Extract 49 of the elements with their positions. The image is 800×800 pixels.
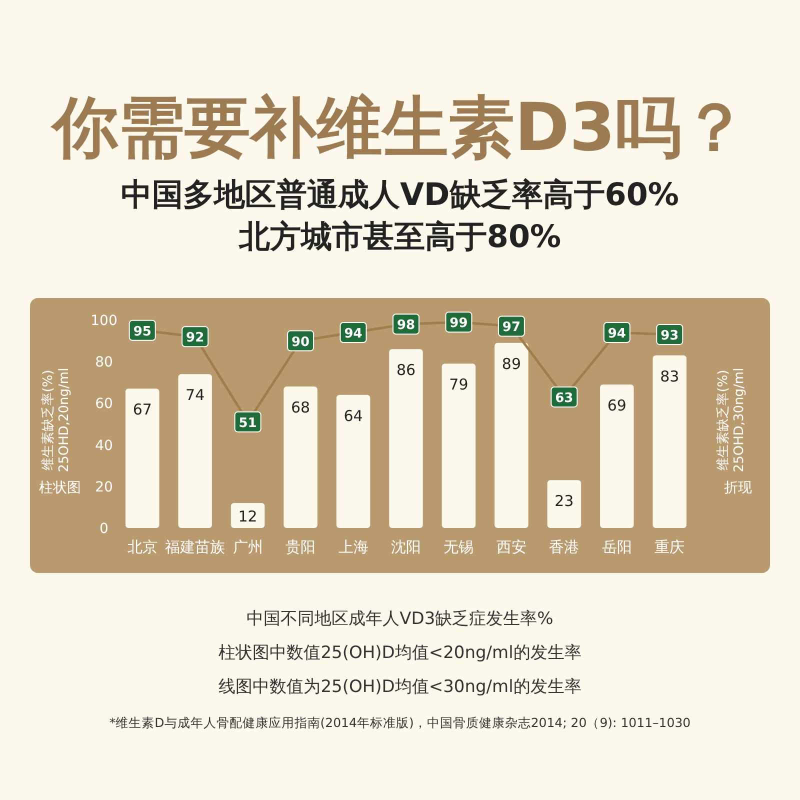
data-label: 94 bbox=[344, 326, 362, 342]
data-label: 74 bbox=[186, 386, 205, 404]
data-label: 86 bbox=[396, 361, 416, 380]
x-tick-label: 沈阳 bbox=[391, 538, 421, 556]
data-label: 68 bbox=[291, 398, 310, 417]
data-label: 23 bbox=[554, 492, 574, 510]
data-label: 79 bbox=[449, 376, 468, 394]
y2-axis-title: 维生素缺乏率(%) 25OHD,30ng/ml bbox=[715, 368, 747, 472]
x-tick-label: 贵阳 bbox=[286, 538, 316, 556]
y-tick-label: 20 bbox=[95, 479, 113, 496]
data-label: 90 bbox=[292, 334, 310, 350]
x-tick-label: 北京 bbox=[127, 538, 158, 556]
text: *维生素D与成年人骨配健康应用指南(2014年标准版)，中国骨质健康杂志2014; 20（9): 1011–1030 bbox=[109, 715, 691, 730]
data-label: 99 bbox=[450, 316, 468, 332]
text: 折现 bbox=[724, 480, 752, 496]
data-label: 95 bbox=[133, 324, 152, 340]
text: 中国不同地区成年人VD3缺乏症发生率% bbox=[246, 609, 554, 629]
x-tick-label: 岳阳 bbox=[602, 538, 632, 556]
y-axis-title: 维生素缺乏率(%) 25OHD,20ng/ml bbox=[40, 368, 72, 472]
data-label: 89 bbox=[502, 354, 521, 373]
chart-title: 你需要补维生素D3吗？ bbox=[50, 89, 748, 166]
x-tick-label: 重庆 bbox=[654, 538, 685, 556]
y-tick-label: 40 bbox=[95, 438, 113, 454]
x-tick-label: 福建苗族 bbox=[165, 538, 226, 556]
data-label: 94 bbox=[608, 326, 626, 342]
data-label: 64 bbox=[344, 406, 363, 425]
data-label: 83 bbox=[660, 367, 680, 386]
y-tick-label: 80 bbox=[95, 354, 113, 371]
x-tick-label: 香港 bbox=[549, 538, 580, 556]
data-label: 93 bbox=[660, 328, 679, 344]
x-tick-label: 无锡 bbox=[444, 538, 474, 556]
data-label: 92 bbox=[186, 330, 204, 346]
x-tick-label: 上海 bbox=[338, 538, 368, 556]
data-label: 67 bbox=[132, 400, 152, 419]
x-tick-label: 西安 bbox=[496, 538, 526, 556]
data-label: 51 bbox=[238, 416, 257, 431]
data-label: 63 bbox=[555, 390, 574, 406]
text: 柱状图 bbox=[39, 480, 81, 496]
data-label: 98 bbox=[396, 318, 416, 334]
data-label: 69 bbox=[607, 396, 626, 414]
chart-subtitle: 中国多地区普通成人VD缺乏率高于60% 北方城市甚至高于80% bbox=[121, 177, 679, 255]
y-tick-label: 0 bbox=[100, 521, 108, 537]
text: 柱状图中数值25(OH)D均值<20ng/ml的发生率 bbox=[218, 643, 582, 663]
text: 线图中数值为25(OH)D均值<30ng/ml的发生率 bbox=[218, 677, 582, 697]
y-tick-label: 60 bbox=[95, 396, 113, 412]
y-tick-label: 100 bbox=[90, 313, 118, 329]
data-label: 12 bbox=[238, 508, 258, 526]
x-tick-label: 广州 bbox=[232, 538, 263, 556]
data-label: 97 bbox=[502, 320, 520, 336]
